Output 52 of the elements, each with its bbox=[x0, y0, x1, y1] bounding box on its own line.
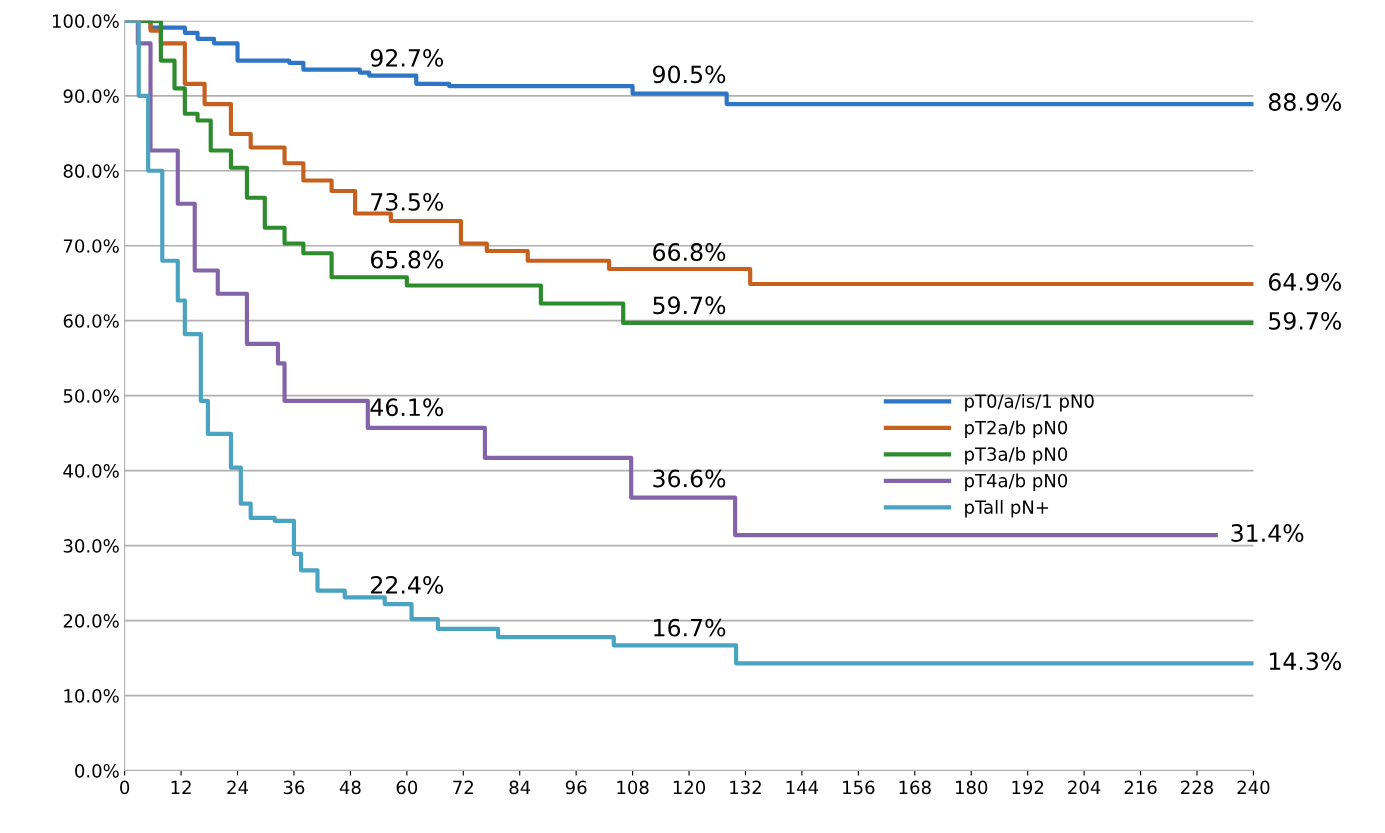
annotation: 31.4% bbox=[1231, 524, 1304, 542]
annotation: 22.4% bbox=[371, 575, 444, 594]
x-tick-label: 36 bbox=[283, 780, 305, 795]
x-tick-label: 24 bbox=[227, 780, 248, 794]
x-tick-label: 228 bbox=[1181, 780, 1213, 795]
y-tick-label: 0.0% bbox=[75, 763, 119, 778]
x-tick-label: 180 bbox=[955, 780, 988, 795]
legend-label: pT4a/b pN0 bbox=[965, 473, 1068, 491]
annotation: 66.8% bbox=[653, 243, 726, 261]
annotation: 65.8% bbox=[370, 250, 444, 269]
annotation: 64.9% bbox=[1268, 272, 1342, 291]
y-tick-label: 30.0% bbox=[63, 539, 119, 553]
y-tick-label: 20.0% bbox=[63, 614, 119, 628]
x-tick-label: 84 bbox=[509, 780, 531, 795]
annotation: 88.9% bbox=[1268, 93, 1342, 111]
x-tick-label: 72 bbox=[453, 780, 473, 794]
y-tick-label: 80.0% bbox=[63, 164, 119, 178]
legend-label: pT2a/b pN0 bbox=[965, 420, 1068, 438]
y-tick-label: 50.0% bbox=[63, 389, 119, 403]
x-tick-label: 240 bbox=[1237, 780, 1270, 795]
x-tick-label: 48 bbox=[339, 780, 361, 795]
y-tick-label: 60.0% bbox=[63, 314, 119, 328]
annotation: 14.3% bbox=[1269, 652, 1342, 671]
y-tick-label: 90.0% bbox=[63, 89, 119, 103]
x-tick-label: 144 bbox=[786, 780, 819, 794]
x-tick-label: 192 bbox=[1012, 780, 1044, 795]
x-tick-label: 0 bbox=[120, 780, 130, 795]
x-tick-label: 12 bbox=[171, 780, 191, 794]
x-tick-label: 216 bbox=[1124, 780, 1157, 795]
x-tick-label: 156 bbox=[843, 780, 875, 795]
legend-label: pT0/a/is/1 pN0 bbox=[965, 393, 1094, 412]
annotation: 92.7% bbox=[370, 48, 444, 67]
annotation: 73.5% bbox=[371, 192, 444, 211]
y-tick-label: 40.0% bbox=[63, 464, 119, 478]
annotation: 90.5% bbox=[653, 65, 726, 84]
annotation: 16.7% bbox=[654, 618, 726, 637]
x-tick-label: 204 bbox=[1068, 780, 1101, 795]
annotation: 46.1% bbox=[370, 398, 444, 417]
x-tick-label: 168 bbox=[899, 780, 931, 795]
annotation: 59.7% bbox=[653, 296, 726, 315]
y-tick-label: 10.0% bbox=[64, 689, 119, 703]
x-tick-label: 120 bbox=[673, 780, 706, 795]
x-tick-label: 108 bbox=[617, 780, 649, 795]
legend-label: pTall pN+ bbox=[965, 499, 1049, 518]
legend-label: pT3a/b pN0 bbox=[965, 446, 1068, 465]
y-tick-label: 70.0% bbox=[63, 239, 119, 253]
x-tick-label: 132 bbox=[730, 780, 761, 795]
annotation: 59.7% bbox=[1269, 311, 1342, 330]
x-tick-label: 96 bbox=[565, 780, 587, 795]
annotation: 36.6% bbox=[653, 469, 726, 488]
x-tick-label: 60 bbox=[396, 780, 418, 795]
y-tick-label: 100.0% bbox=[52, 14, 119, 28]
